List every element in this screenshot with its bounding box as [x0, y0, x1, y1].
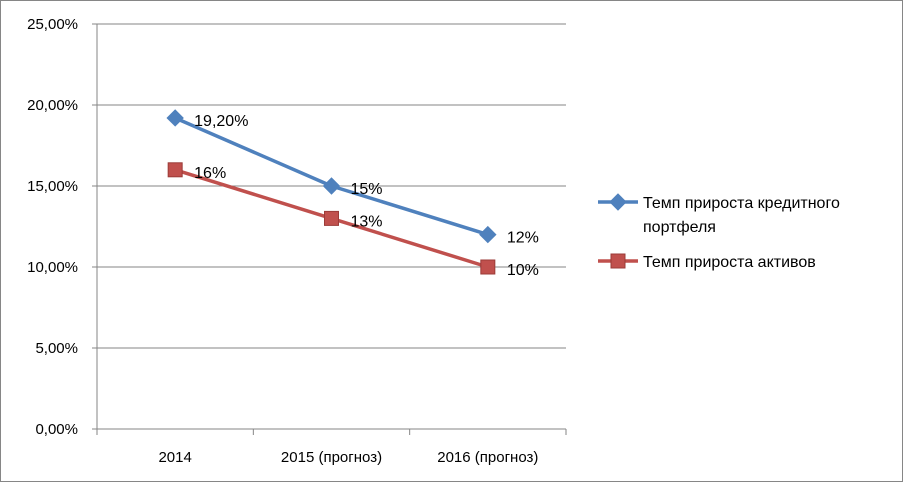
series-point: [166, 109, 184, 127]
data-label: 12%: [507, 230, 539, 247]
data-label: 10%: [507, 262, 539, 279]
legend-marker: [610, 253, 626, 269]
y-tick-label: 10,00%: [27, 259, 78, 276]
legend: Темп прироста кредитного портфеля Темп при…: [598, 193, 840, 271]
data-label: 13%: [351, 213, 383, 230]
series-point: [480, 259, 496, 275]
y-tick-label: 25,00%: [27, 16, 78, 33]
axes: 0,00% 5,00% 10,00% 15,00% 20,00% 25,00% 2014 20…: [27, 16, 567, 466]
y-tick-label: 20,00%: [27, 97, 78, 114]
data-labels: 19,20% 15% 12% 16% 13% 10%: [194, 113, 539, 279]
series-point: [324, 210, 339, 226]
legend-label: портфеля: [643, 219, 716, 236]
series: [166, 109, 497, 275]
x-tick-label: 2015 (прогноз): [281, 449, 382, 466]
y-tick-label: 15,00%: [27, 178, 78, 195]
legend-label: Темп прироста кредитного: [643, 195, 840, 212]
data-label: 19,20%: [194, 113, 248, 130]
legend-marker: [609, 193, 627, 211]
series-point: [479, 225, 497, 244]
series-point: [167, 162, 183, 178]
x-tick-label: 2016 (прогноз): [437, 449, 538, 466]
data-label: 15%: [351, 181, 383, 198]
y-tick-label: 0,00%: [35, 421, 78, 438]
data-label: 16%: [194, 165, 226, 182]
x-tick-label: 2014: [158, 449, 191, 466]
series-point: [322, 177, 341, 195]
y-tick-label: 5,00%: [35, 340, 78, 357]
legend-label: Темп прироста активов: [643, 254, 816, 271]
